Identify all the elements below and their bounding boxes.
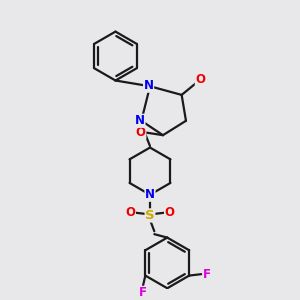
Text: O: O bbox=[165, 206, 175, 219]
Text: S: S bbox=[145, 209, 155, 222]
Text: N: N bbox=[145, 188, 155, 201]
Text: F: F bbox=[139, 286, 146, 299]
Text: O: O bbox=[195, 73, 206, 85]
Text: N: N bbox=[135, 114, 145, 127]
Text: N: N bbox=[144, 79, 154, 92]
Text: O: O bbox=[125, 206, 135, 219]
Text: F: F bbox=[203, 268, 211, 281]
Text: O: O bbox=[136, 126, 146, 139]
